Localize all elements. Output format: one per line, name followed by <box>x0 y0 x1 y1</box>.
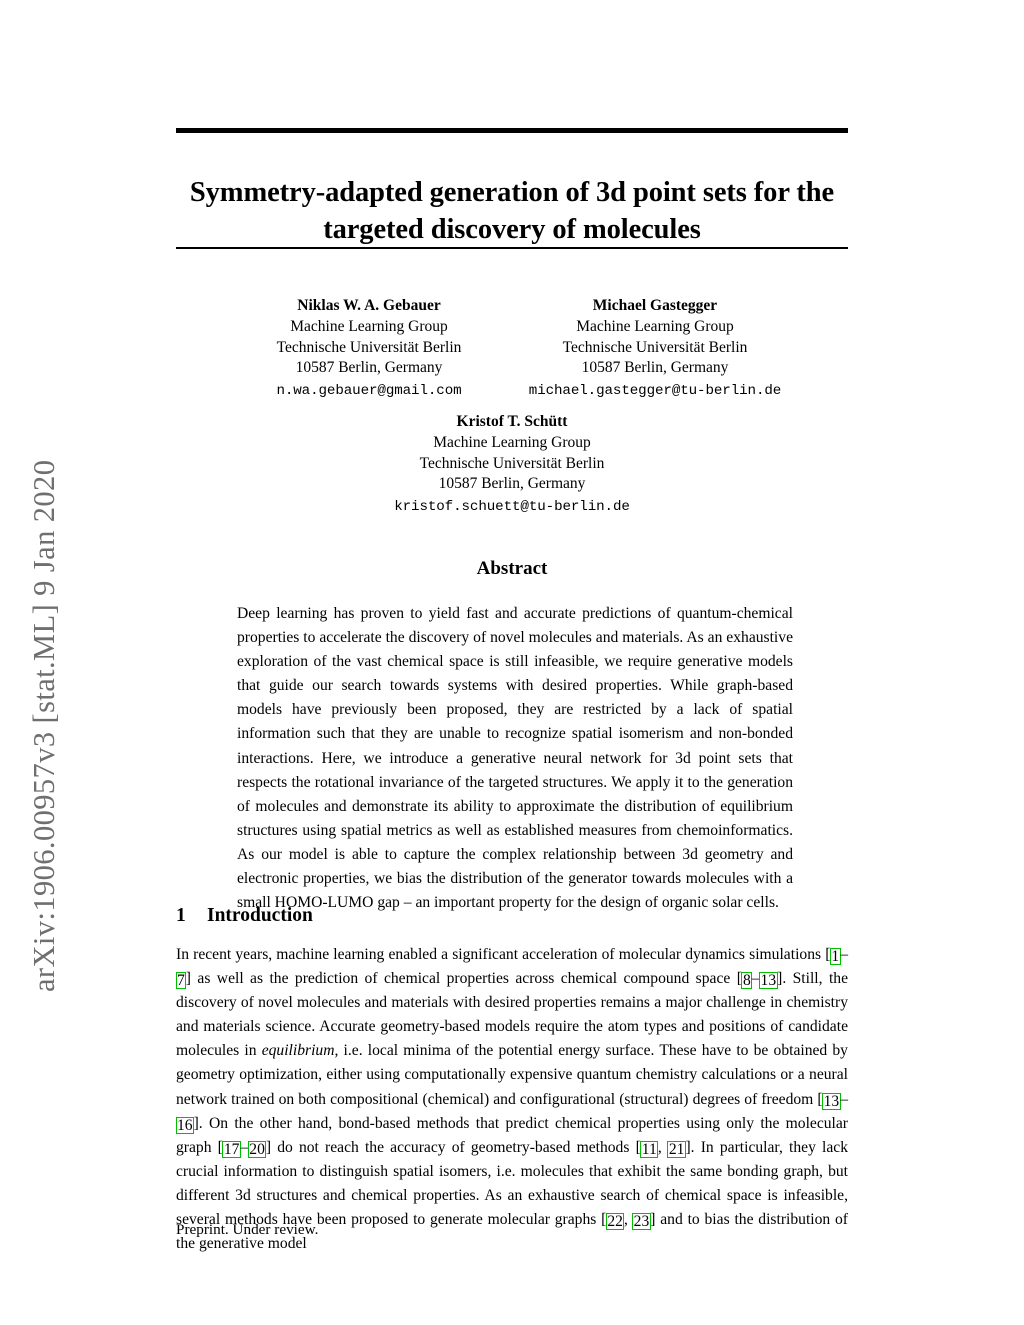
citation-link[interactable]: 13 <box>822 1092 841 1110</box>
emphasis-text: equilibrium <box>261 1042 335 1060</box>
author-address: 10587 Berlin, Germany <box>438 475 586 492</box>
abstract-heading: Abstract <box>476 558 548 579</box>
citation-link[interactable]: 1 <box>829 948 841 965</box>
citation-link[interactable]: 17 <box>222 1140 241 1158</box>
citation-link[interactable]: 23 <box>632 1213 651 1231</box>
author-entry-1: Michael Gastegger Machine Learning Group… <box>512 295 798 402</box>
arxiv-stamp: arXiv:1906.00957v3 [stat.ML] 9 Jan 2020 <box>0 0 120 1325</box>
section-heading-introduction: 1 Introduction <box>176 905 848 927</box>
citation-reference[interactable]: [17–20] <box>217 1138 272 1158</box>
footer-note: Preprint. Under review. <box>176 1221 319 1238</box>
author-institution: Technische Universität Berlin <box>419 454 605 472</box>
citation-link[interactable]: 21 <box>667 1140 686 1158</box>
author-email[interactable]: michael.gastegger@tu-berlin.de <box>528 382 782 399</box>
citation-reference[interactable]: [1–7] <box>175 946 848 990</box>
section-title: Introduction <box>207 905 313 926</box>
author-address: 10587 Berlin, Germany <box>581 359 729 376</box>
author-institution: Technische Universität Berlin <box>562 338 748 356</box>
citation-reference[interactable]: [11, 21] <box>635 1138 691 1158</box>
author-name: Kristof T. Schütt <box>456 413 568 430</box>
citation-link[interactable]: 20 <box>247 1140 267 1158</box>
author-email[interactable]: kristof.schuett@tu-berlin.de <box>394 498 630 515</box>
author-institution: Technische Universität Berlin <box>276 338 462 356</box>
citation-reference[interactable]: [13–16] <box>175 1090 848 1134</box>
author-name: Niklas W. A. Gebauer <box>297 297 441 314</box>
author-group: Machine Learning Group <box>290 318 448 335</box>
arxiv-identifier-text: arXiv:1906.00957v3 [stat.ML] 9 Jan 2020 <box>27 459 61 992</box>
author-group: Machine Learning Group <box>576 318 734 335</box>
citation-link[interactable]: 16 <box>175 1116 195 1134</box>
title-bottom-rule <box>176 247 848 249</box>
abstract-body: Deep learning has proven to yield fast a… <box>237 605 793 912</box>
author-email[interactable]: n.wa.gebauer@gmail.com <box>276 382 462 399</box>
section-number: 1 <box>176 905 186 926</box>
citation-link[interactable]: 22 <box>605 1213 625 1231</box>
author-block-row-1: Niklas W. A. Gebauer Machine Learning Gr… <box>176 295 848 402</box>
citation-link[interactable]: 7 <box>175 972 187 990</box>
citation-link[interactable]: 13 <box>759 972 778 990</box>
author-address: 10587 Berlin, Germany <box>295 359 443 376</box>
citation-link[interactable]: 8 <box>741 972 753 990</box>
citation-reference[interactable]: [22, 23] <box>601 1211 656 1231</box>
citation-reference[interactable]: [8–13] <box>736 970 783 990</box>
citation-link[interactable]: 11 <box>640 1140 659 1158</box>
author-name: Michael Gastegger <box>592 297 718 314</box>
title-top-rule <box>176 128 848 133</box>
paper-page: Symmetry-adapted generation of 3d point … <box>175 0 849 1325</box>
author-group: Machine Learning Group <box>433 434 591 451</box>
page-title: Symmetry-adapted generation of 3d point … <box>189 177 835 246</box>
author-entry-0: Niklas W. A. Gebauer Machine Learning Gr… <box>226 295 512 402</box>
author-entry-2: Kristof T. Schütt Machine Learning Group… <box>176 411 848 518</box>
introduction-body: In recent years, machine learning enable… <box>175 946 849 1253</box>
